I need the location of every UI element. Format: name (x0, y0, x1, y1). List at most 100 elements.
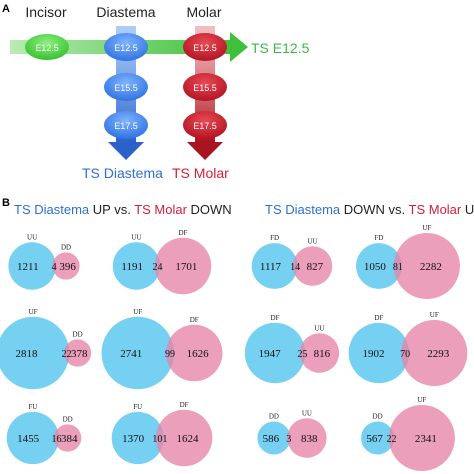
set-b-label: UF (422, 224, 431, 232)
title-diastema: TS Diastema (265, 202, 341, 217)
molar-label: Molar (186, 4, 221, 20)
set-a-label: UF (133, 308, 142, 316)
overlap-count: 14 (290, 262, 300, 273)
overlap-count: 101 (152, 434, 167, 445)
diastema-stage-e155: E15.5 (104, 73, 148, 101)
set-b-only-count: 384 (61, 433, 78, 445)
set-b-circle (388, 404, 455, 472)
set-b-only-count: 816 (314, 348, 331, 360)
set-b-circle (287, 418, 327, 458)
incisor-stage-e125: E12.5 (25, 34, 69, 60)
venn-diagram: DF UF 1902 70 2293 (348, 311, 468, 387)
title-diastema: TS Diastema (14, 202, 90, 217)
set-b-only-count: 2282 (420, 261, 442, 273)
overlap-count: 70 (400, 349, 410, 360)
title-molar: TS Molar (134, 202, 187, 217)
set-a-circle (348, 322, 410, 384)
diastema-stage-e125: E12.5 (104, 33, 148, 61)
set-a-only-count: 1211 (17, 261, 39, 273)
set-a-label: UU (27, 233, 37, 241)
set-a-only-count: 1455 (17, 433, 40, 445)
set-b-only-count: 838 (301, 433, 318, 445)
venn-diagram: UF DD 2818 22 378 (0, 308, 92, 390)
overlap-count: 24 (152, 262, 162, 273)
molar-stage-e155: E15.5 (183, 73, 227, 101)
set-b-circle (52, 252, 80, 280)
set-a-circle (251, 243, 298, 289)
venn-diagram: UU DD 1211 4 396 (8, 233, 80, 290)
set-a-label: UF (29, 308, 38, 316)
set-b-circle (154, 237, 212, 295)
set-a-only-count: 2741 (120, 348, 142, 360)
overlap-count: 3 (286, 434, 291, 445)
set-a-label: DF (271, 314, 280, 322)
venn-diagram: FU DD 1455 16 384 (6, 403, 82, 465)
stage-label: E12.5 (35, 43, 59, 53)
incisor-label: Incisor (25, 4, 67, 20)
left-comparison-title: TS Diastema UP vs. TS Molar DOWN (14, 202, 232, 217)
overlap-count: 16 (51, 434, 61, 445)
set-b-only-count: 1701 (175, 261, 197, 273)
ts-molar-label: TS Molar (172, 165, 229, 181)
set-a-label: FU (133, 403, 142, 411)
set-b-circle (165, 324, 223, 382)
set-b-label: UF (417, 396, 426, 404)
set-b-label: DF (190, 316, 199, 324)
set-b-label: DD (73, 330, 83, 338)
set-a-label: DF (374, 314, 383, 322)
set-a-label: DD (269, 412, 279, 420)
set-b-label: UU (307, 237, 317, 245)
panel-a: A Incisor Diastema Molar TS E12.5 E12.5 … (2, 3, 310, 181)
set-a-circle (244, 322, 306, 384)
set-a-label: FD (374, 234, 383, 242)
set-b-circle (155, 409, 213, 467)
ts-diastema-label: TS Diastema (82, 165, 163, 181)
diastema-stage-e175: E17.5 (104, 111, 148, 139)
set-b-circle (393, 232, 460, 300)
set-a-only-count: 1117 (260, 261, 282, 273)
set-b-label: DD (61, 243, 71, 251)
set-b-circle (292, 246, 333, 286)
venn-diagram: UU DF 1191 24 1701 (112, 229, 212, 295)
set-b-label: UU (314, 324, 324, 332)
set-a-label: FD (270, 234, 279, 242)
set-a-circle (101, 316, 174, 390)
set-a-circle (257, 421, 291, 455)
molar-stage-e125: E12.5 (183, 33, 227, 61)
set-a-only-count: 1370 (122, 433, 145, 445)
set-a-circle (111, 411, 164, 465)
stage-label: E15.5 (193, 83, 217, 93)
set-b-label: UF (430, 311, 439, 319)
title-connector: UP vs. (89, 202, 134, 217)
set-a-only-count: 567 (366, 433, 383, 445)
set-b-circle (299, 333, 340, 373)
stage-label: E15.5 (114, 83, 138, 93)
set-a-only-count: 1050 (364, 261, 387, 273)
set-a-only-count: 586 (263, 433, 280, 445)
set-a-label: UU (131, 233, 141, 241)
diastema-label: Diastema (96, 4, 155, 20)
overlap-count: 99 (165, 349, 175, 360)
set-a-circle (6, 411, 59, 465)
right-comparison-title: TS Diastema DOWN vs. TS Molar UP (265, 202, 474, 217)
set-b-label: DD (63, 415, 73, 423)
set-b-circle (54, 424, 82, 452)
set-a-circle (8, 242, 56, 290)
set-b-only-count: 378 (71, 348, 88, 360)
set-b-only-count: 2293 (427, 348, 450, 360)
set-b-only-count: 1624 (176, 433, 199, 445)
set-b-only-count: 2341 (415, 433, 437, 445)
set-a-circle (112, 242, 161, 290)
panel-b: B TS Diastema UP vs. TS Molar DOWN TS Di… (0, 197, 474, 472)
set-a-only-count: 1191 (121, 261, 143, 273)
stage-label: E17.5 (193, 121, 217, 131)
overlap-count: 22 (62, 349, 72, 360)
venn-diagram: DD UU 586 3 838 (257, 409, 327, 458)
title-direction: UP (461, 202, 474, 217)
venn-diagram: DD UF 567 22 2341 (361, 396, 455, 472)
ts-e125-label: TS E12.5 (251, 40, 310, 56)
set-a-label: DD (373, 412, 383, 420)
set-b-circle (401, 319, 468, 387)
